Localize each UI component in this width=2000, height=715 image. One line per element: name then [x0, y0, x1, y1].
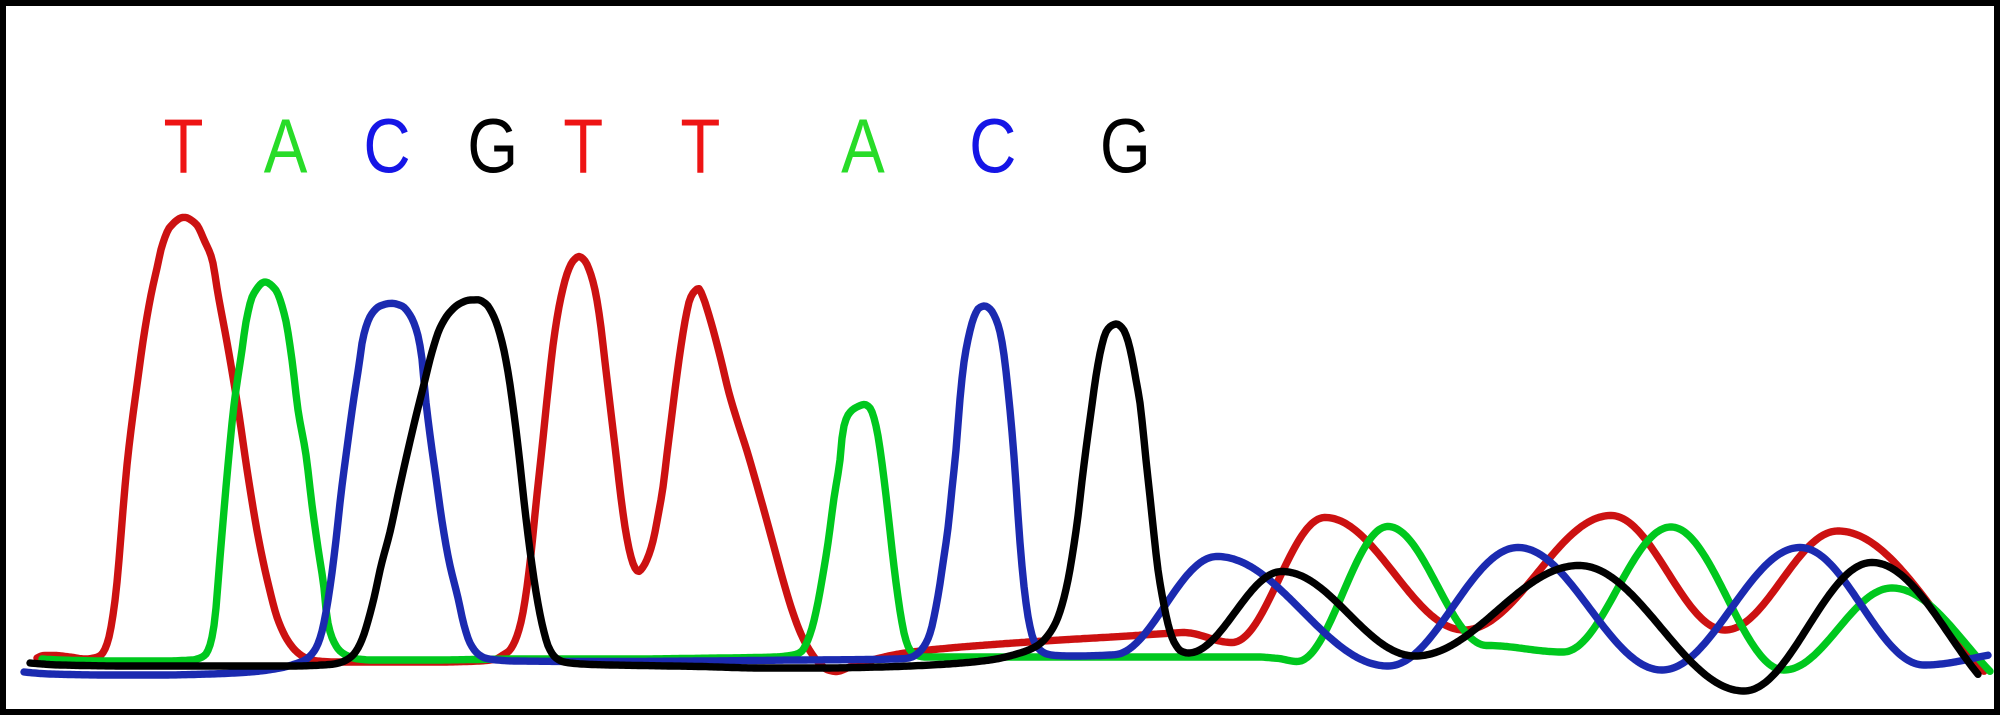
svg-text:C: C: [969, 104, 1016, 190]
svg-text:T: T: [164, 104, 204, 190]
svg-text:A: A: [841, 104, 885, 190]
svg-text:T: T: [563, 104, 603, 190]
svg-text:C: C: [363, 104, 410, 190]
svg-text:A: A: [264, 104, 308, 190]
svg-text:G: G: [1100, 104, 1151, 190]
svg-text:G: G: [467, 104, 518, 190]
svg-text:T: T: [680, 104, 720, 190]
